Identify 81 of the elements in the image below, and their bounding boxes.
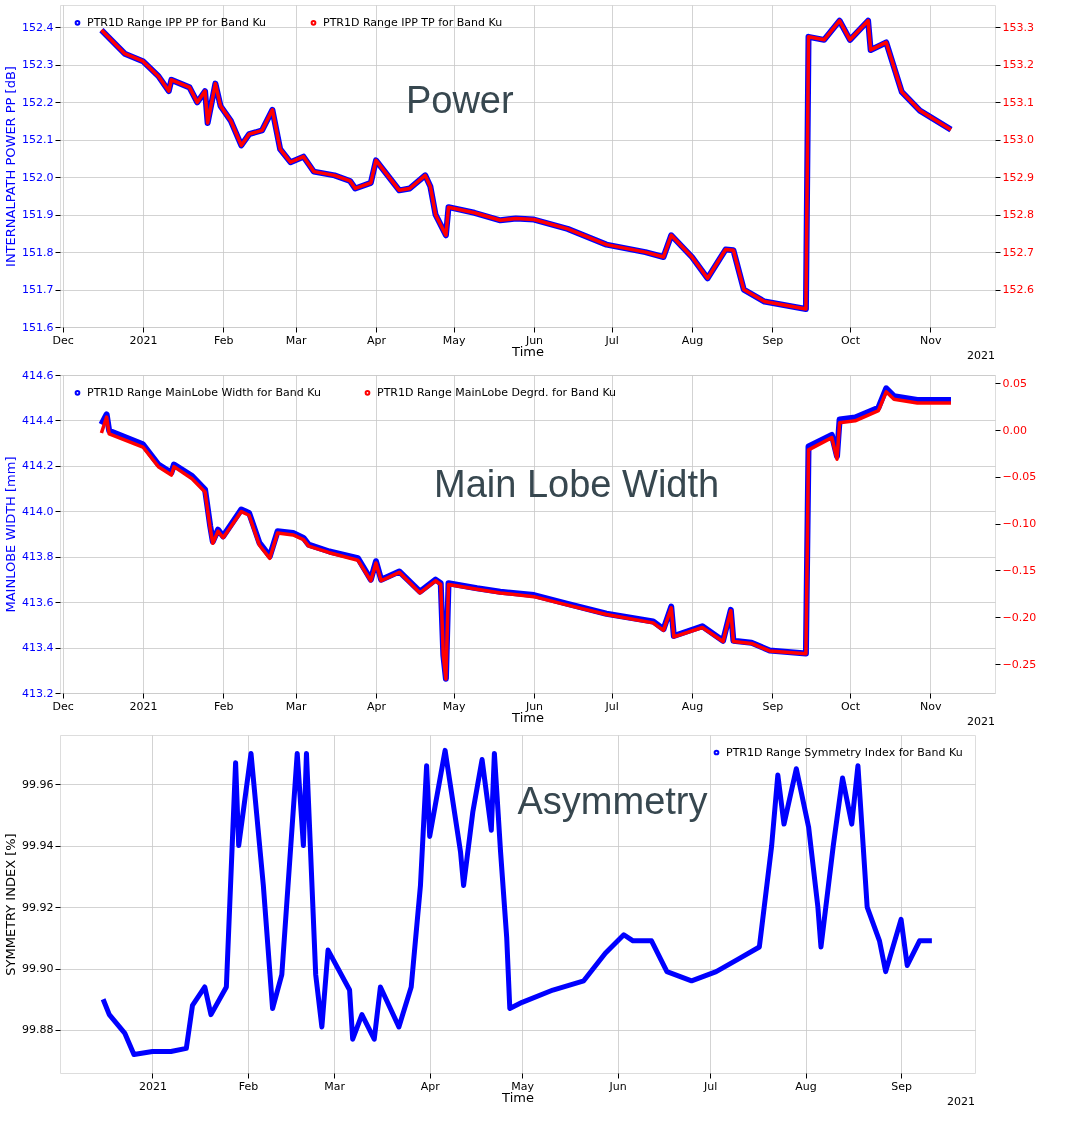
y-tick-label: 99.94: [22, 839, 54, 853]
x-tick-label: Nov: [920, 333, 942, 347]
x-tick-label: Jul: [604, 333, 619, 347]
x-tick-label: Oct: [840, 333, 861, 347]
y-tick-label: 414.2: [22, 459, 54, 473]
y2-tick-label: −0.15: [1002, 563, 1037, 577]
x-tick-label: May: [442, 333, 467, 347]
y2-tick-label: 0.05: [1002, 376, 1027, 390]
y-tick-label: 152.4: [22, 20, 54, 34]
annotation: Asymmetry: [517, 779, 708, 822]
legend-label: PTR1D Range MainLobe Width for Band Ku: [87, 385, 321, 399]
annotation: Main Lobe Width: [434, 463, 720, 506]
annotation: Power: [405, 78, 515, 121]
y-tick-label: 414.0: [22, 504, 54, 518]
x-tick-label: Aug: [681, 333, 704, 347]
y2-tick-label: −0.10: [1002, 517, 1037, 531]
x-tick-label: Jun: [608, 1079, 627, 1093]
y2-tick-label: 152.9: [1002, 170, 1034, 184]
y-tick-label: 151.7: [22, 283, 54, 297]
y-tick-label: 151.6: [22, 320, 54, 334]
y2-tick-label: 152.7: [1002, 245, 1034, 259]
y2-tick-label: 153.2: [1002, 58, 1034, 72]
x-tick-label: Mar: [285, 699, 308, 713]
y2-tick-label: 153.3: [1002, 20, 1034, 34]
x-tick-label: May: [442, 699, 467, 713]
x-tick-label: Sep: [762, 699, 784, 713]
y2-tick-label: −0.05: [1002, 470, 1037, 484]
y2-tick-label: 153.0: [1002, 133, 1034, 147]
y-tick-label: 413.4: [22, 641, 54, 655]
y-tick-label: 413.6: [22, 595, 54, 609]
text: 2021: [967, 349, 995, 362]
y-tick-label: 413.2: [22, 686, 54, 700]
x-tick-label: 2021: [129, 699, 158, 713]
y2-tick-label: 0.00: [1002, 423, 1027, 437]
legend-label: PTR1D Range MainLobe Degrd. for Band Ku: [377, 385, 617, 399]
y-tick-label: 413.8: [22, 550, 54, 564]
y2-tick-label: −0.20: [1002, 610, 1037, 624]
y-tick-label: 151.8: [22, 245, 54, 259]
x-tick-label: 2021: [129, 333, 158, 347]
x-tick-label: Apr: [366, 699, 387, 713]
x-tick-label: Aug: [681, 699, 704, 713]
x-tick-label: 2021: [138, 1079, 167, 1093]
y-tick-label: 152.1: [22, 133, 54, 147]
y-axis-title: MAINLOBE WIDTH [mm]: [3, 456, 19, 613]
legend-label: PTR1D Range IPP PP for Band Ku: [87, 15, 267, 29]
x-tick-label: Feb: [238, 1079, 259, 1093]
x-tick-label: Mar: [285, 333, 308, 347]
y2-tick-label: 152.6: [1002, 283, 1034, 297]
y2-tick-label: 152.8: [1002, 208, 1034, 222]
legend-label: PTR1D Range IPP TP for Band Ku: [323, 15, 503, 29]
x-tick-label: Dec: [52, 333, 74, 347]
x-tick-label: Jul: [702, 1079, 718, 1093]
y-tick-label: 152.0: [22, 170, 54, 184]
x-tick-label: Apr: [366, 333, 387, 347]
y-tick-label: 99.96: [22, 777, 54, 791]
y-tick-label: 99.90: [22, 962, 54, 976]
x-tick-label: Jul: [604, 699, 619, 713]
x-tick-label: Aug: [795, 1079, 817, 1093]
y-tick-label: 414.4: [22, 413, 54, 427]
y-tick-label: 99.88: [22, 1023, 54, 1037]
x-tick-label: Mar: [324, 1079, 346, 1093]
x-tick-label: Sep: [762, 333, 784, 347]
y-tick-label: 151.9: [22, 208, 54, 222]
y-tick-label: 99.92: [22, 900, 54, 914]
x-tick-label: Feb: [213, 333, 234, 347]
legend-label: PTR1D Range Symmetry Index for Band Ku: [726, 745, 963, 759]
y-axis-title: INTERNALPATH POWER PP [dB]: [3, 66, 19, 267]
y2-tick-label: −0.25: [1002, 657, 1037, 671]
text: 2021: [947, 1095, 975, 1108]
x-tick-label: Nov: [920, 699, 942, 713]
x-tick-label: Feb: [213, 699, 234, 713]
y-tick-label: 152.3: [22, 58, 54, 72]
y-tick-label: 152.2: [22, 95, 54, 109]
y-axis-title: SYMMETRY INDEX [%]: [3, 833, 19, 976]
x-tick-label: Oct: [840, 699, 861, 713]
x-tick-label: Sep: [891, 1079, 912, 1093]
y2-tick-label: 153.1: [1002, 95, 1034, 109]
x-tick-label: Apr: [420, 1079, 441, 1093]
text: 2021: [967, 715, 995, 728]
y-tick-label: 414.6: [22, 368, 54, 382]
x-tick-label: Dec: [52, 699, 74, 713]
